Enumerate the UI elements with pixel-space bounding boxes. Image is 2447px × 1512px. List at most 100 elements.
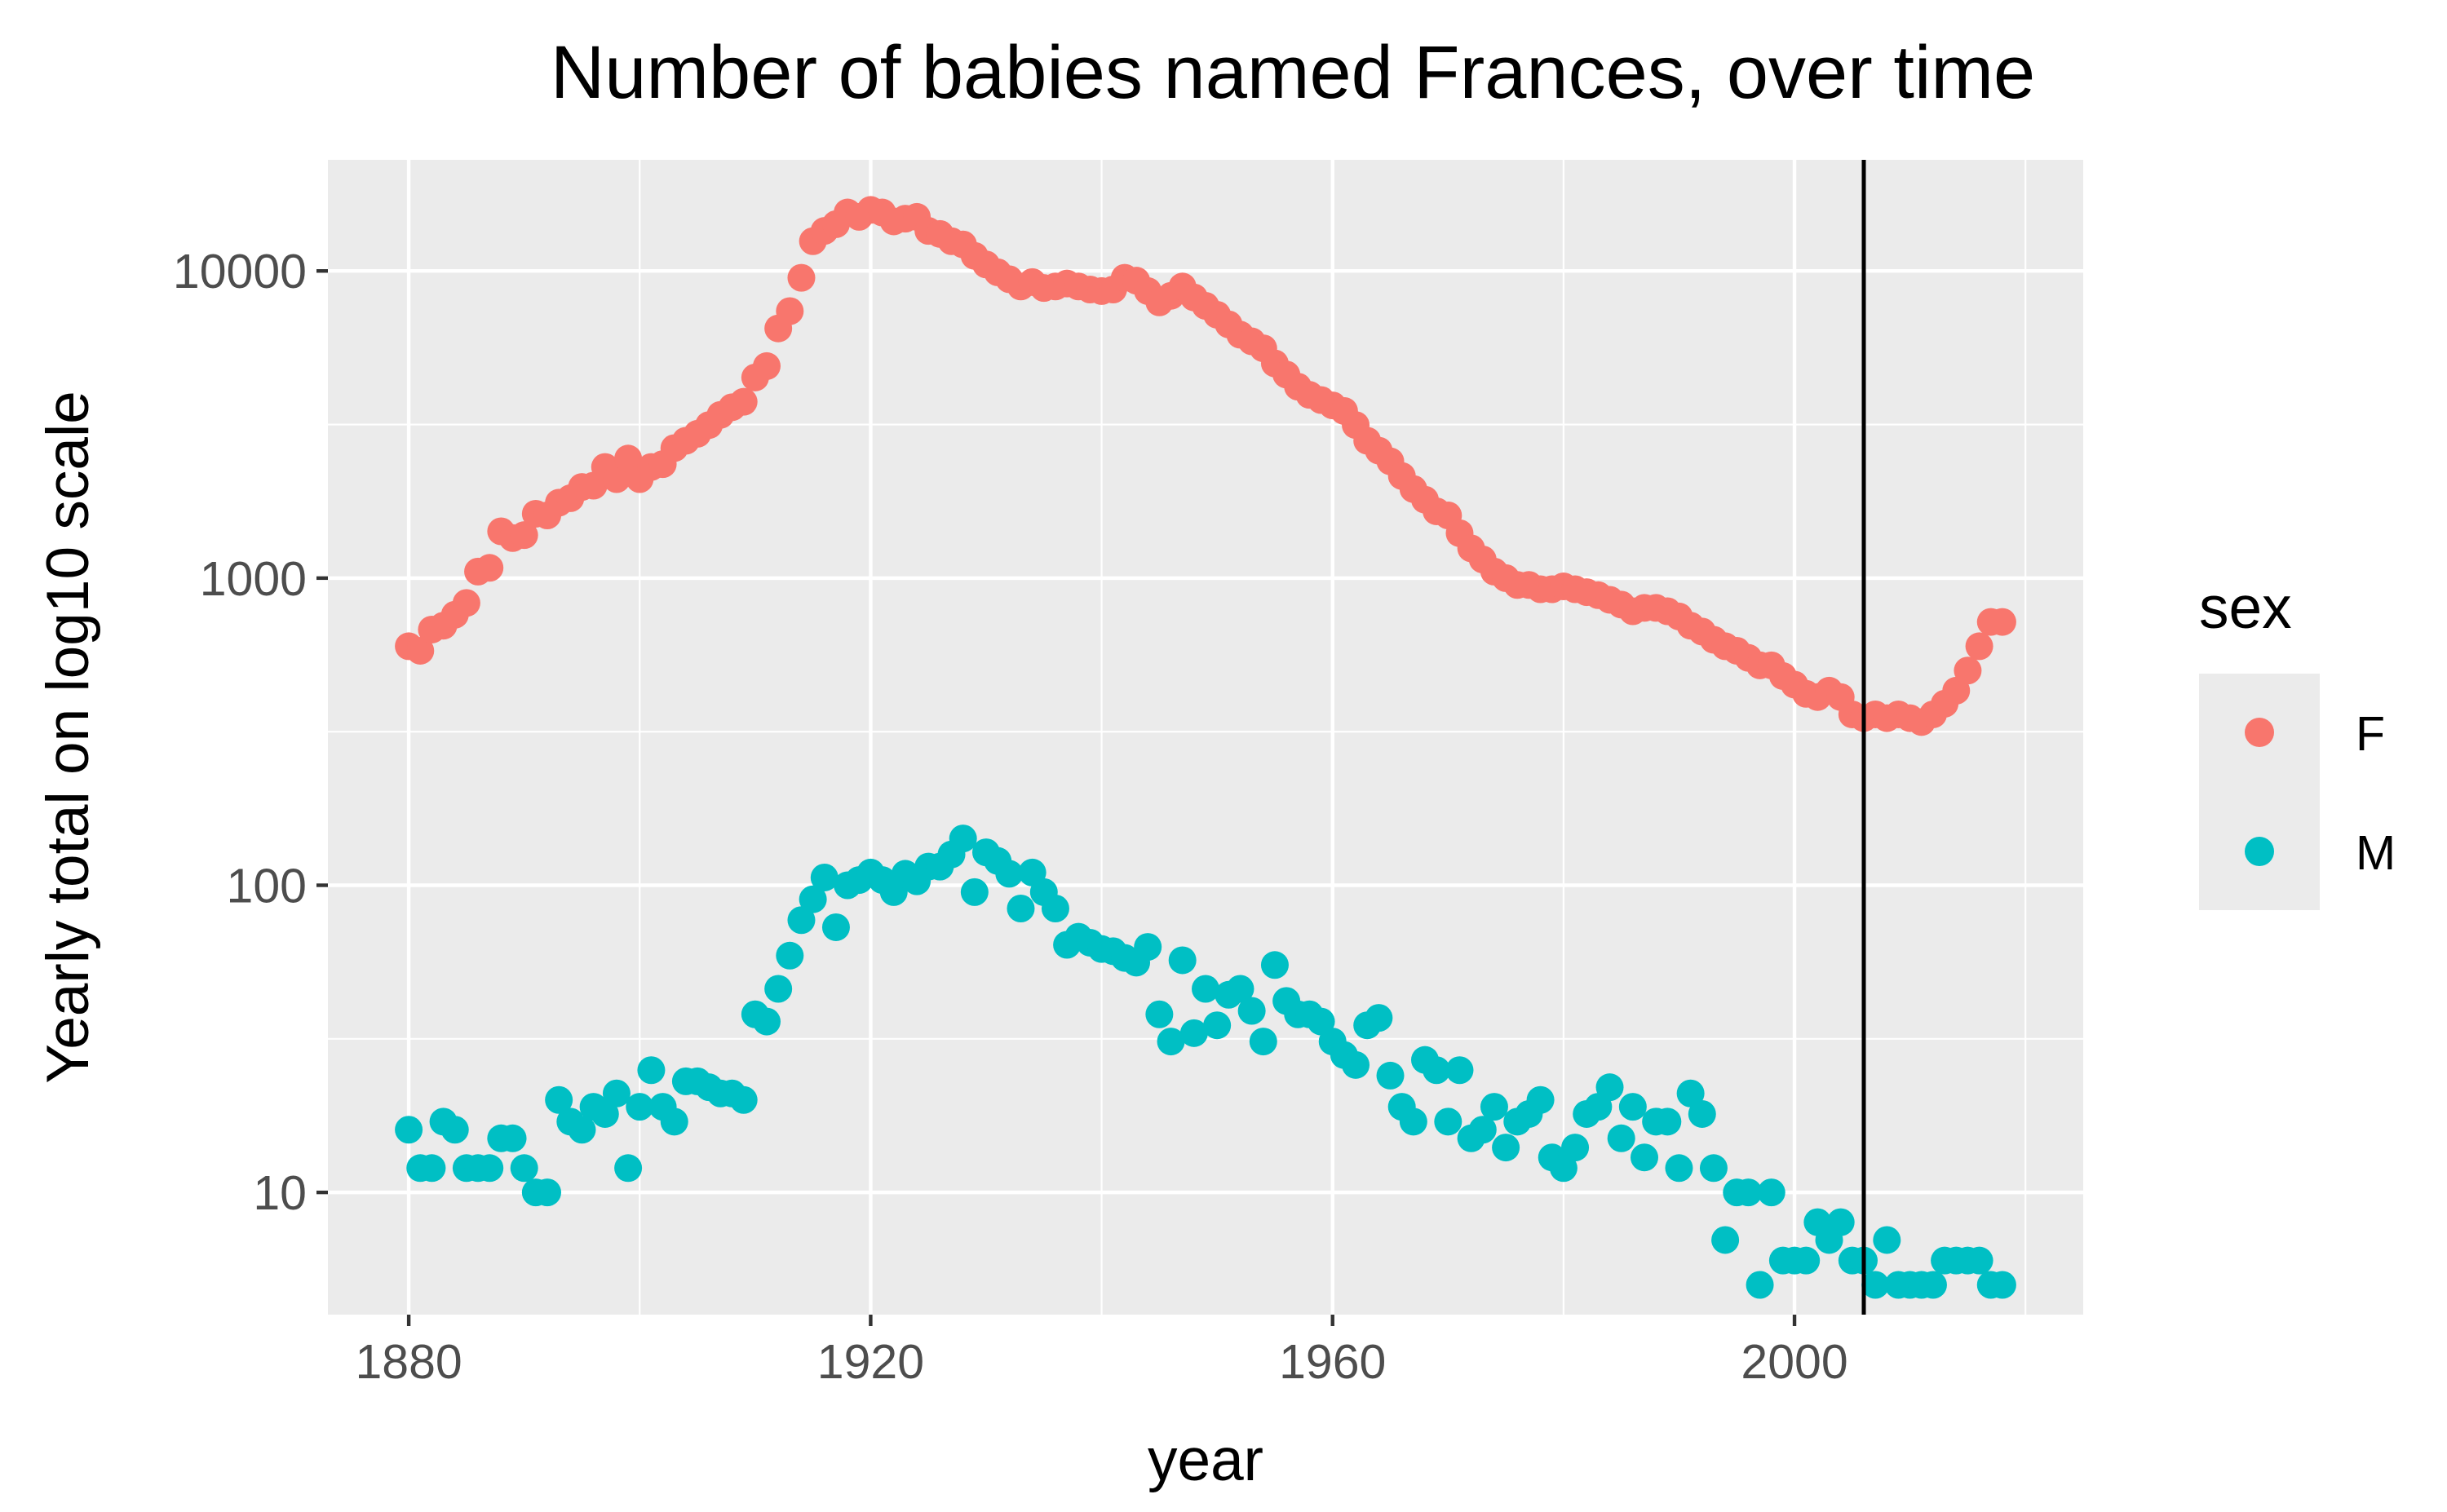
data-point-f [753, 351, 781, 380]
data-point-m [1792, 1246, 1821, 1275]
legend-key-m [2245, 837, 2274, 866]
data-point-m [1168, 946, 1197, 975]
data-point-m [1549, 1154, 1577, 1183]
data-point-f [776, 297, 804, 325]
y-tick-label: 1000 [200, 552, 307, 606]
data-point-m [660, 1107, 688, 1136]
data-point-m [1007, 895, 1035, 923]
data-point-f [1954, 657, 1982, 685]
data-point-f [476, 554, 504, 582]
data-point-f [1988, 608, 2016, 636]
data-point-m [1676, 1079, 1705, 1107]
data-point-m [1399, 1107, 1427, 1136]
data-point-f [510, 521, 538, 550]
data-point-m [1041, 895, 1069, 923]
data-point-m [626, 1093, 654, 1121]
y-tick-label: 10000 [173, 245, 307, 298]
data-point-m [776, 941, 804, 970]
data-point-m [1595, 1073, 1624, 1102]
data-point-m [568, 1116, 596, 1144]
data-point-m [764, 975, 793, 1003]
data-point-m [1249, 1028, 1277, 1056]
data-point-m [787, 906, 816, 935]
data-point-m [1365, 1004, 1393, 1032]
legend-key-background [2199, 674, 2320, 910]
x-tick-label: 2000 [1741, 1335, 1847, 1389]
data-point-m [1918, 1271, 1947, 1299]
data-point-m [1468, 1116, 1497, 1144]
data-point-m [1237, 997, 1266, 1025]
data-point-m [418, 1154, 446, 1183]
data-point-m [1179, 1019, 1208, 1047]
data-point-m [440, 1116, 469, 1144]
data-point-m [533, 1178, 561, 1207]
data-point-f [729, 387, 758, 416]
x-axis-ticks: 1880 1920 1960 2000 [355, 1315, 1848, 1389]
data-point-m [1526, 1085, 1555, 1114]
data-point-m [960, 878, 989, 906]
data-point-m [1711, 1226, 1740, 1254]
x-tick-label: 1920 [817, 1335, 924, 1389]
legend-label-m: M [2356, 826, 2396, 880]
data-point-m [614, 1154, 643, 1183]
x-tick-label: 1960 [1279, 1335, 1386, 1389]
data-point-m [1965, 1246, 1993, 1275]
x-tick-label: 1880 [355, 1335, 462, 1389]
data-point-m [1699, 1154, 1728, 1183]
series-f-points [395, 196, 2016, 736]
data-point-m [591, 1099, 619, 1128]
series-m-points [395, 825, 2016, 1299]
data-point-f [406, 636, 435, 665]
data-point-m [729, 1085, 758, 1114]
y-tick-label: 10 [253, 1166, 307, 1220]
data-point-f [787, 263, 816, 292]
data-point-m [1226, 975, 1254, 1003]
data-point-m [810, 863, 839, 891]
data-point-m [1873, 1226, 1901, 1254]
data-point-m [753, 1007, 781, 1036]
data-point-f [1942, 676, 1971, 705]
data-point-m [602, 1079, 631, 1107]
data-point-m [821, 913, 850, 941]
data-point-m [510, 1154, 538, 1183]
data-point-m [1157, 1028, 1185, 1056]
data-point-m [1653, 1107, 1682, 1136]
data-point-f [602, 465, 631, 493]
data-point-f [452, 589, 480, 617]
data-point-m [1145, 1000, 1174, 1028]
data-point-m [1688, 1099, 1716, 1128]
data-point-m [1203, 1011, 1232, 1040]
y-axis-title: Yearly total on log10 scale [35, 391, 101, 1084]
data-point-m [949, 825, 977, 853]
data-point-m [995, 860, 1024, 888]
data-point-m [1192, 975, 1219, 1003]
chart-title: Number of babies named Frances, over tim… [551, 31, 2035, 114]
plot-panel [328, 160, 2083, 1315]
data-point-m [1134, 933, 1162, 962]
data-point-m [1260, 951, 1289, 979]
data-point-m [1561, 1134, 1590, 1162]
x-axis-title: year [1148, 1427, 1263, 1493]
data-point-m [1988, 1271, 2016, 1299]
legend-label-f: F [2356, 707, 2385, 761]
data-point-m [1618, 1093, 1647, 1121]
data-point-m [476, 1154, 504, 1183]
data-point-m [1746, 1271, 1774, 1299]
data-point-m [1445, 1056, 1474, 1085]
data-point-f [614, 444, 643, 473]
legend-key-f [2245, 718, 2274, 747]
y-axis-ticks: 10 100 1000 10000 [173, 245, 328, 1220]
data-point-m [1757, 1178, 1785, 1207]
data-point-m [1607, 1124, 1635, 1152]
data-point-m [1434, 1107, 1462, 1136]
data-point-m [395, 1116, 423, 1144]
data-point-f [1965, 632, 1993, 661]
data-point-m [498, 1124, 527, 1152]
data-point-m [1861, 1271, 1890, 1299]
data-point-m [1342, 1050, 1370, 1079]
data-point-m [545, 1085, 573, 1114]
legend: sex F M [2199, 575, 2396, 910]
y-tick-label: 100 [227, 859, 307, 913]
data-point-m [1492, 1134, 1520, 1162]
